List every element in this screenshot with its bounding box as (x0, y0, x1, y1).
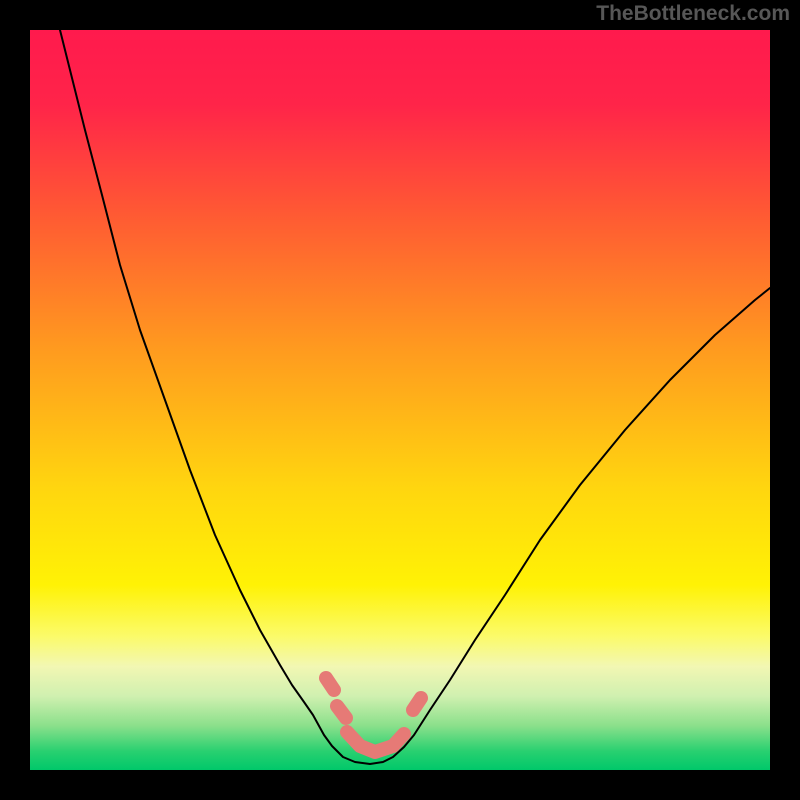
highlight-segment (337, 706, 346, 718)
highlight-segment (413, 698, 421, 710)
highlight-segment (326, 678, 334, 690)
watermark-text: TheBottleneck.com (596, 2, 790, 26)
plot-gradient-background (30, 30, 770, 770)
